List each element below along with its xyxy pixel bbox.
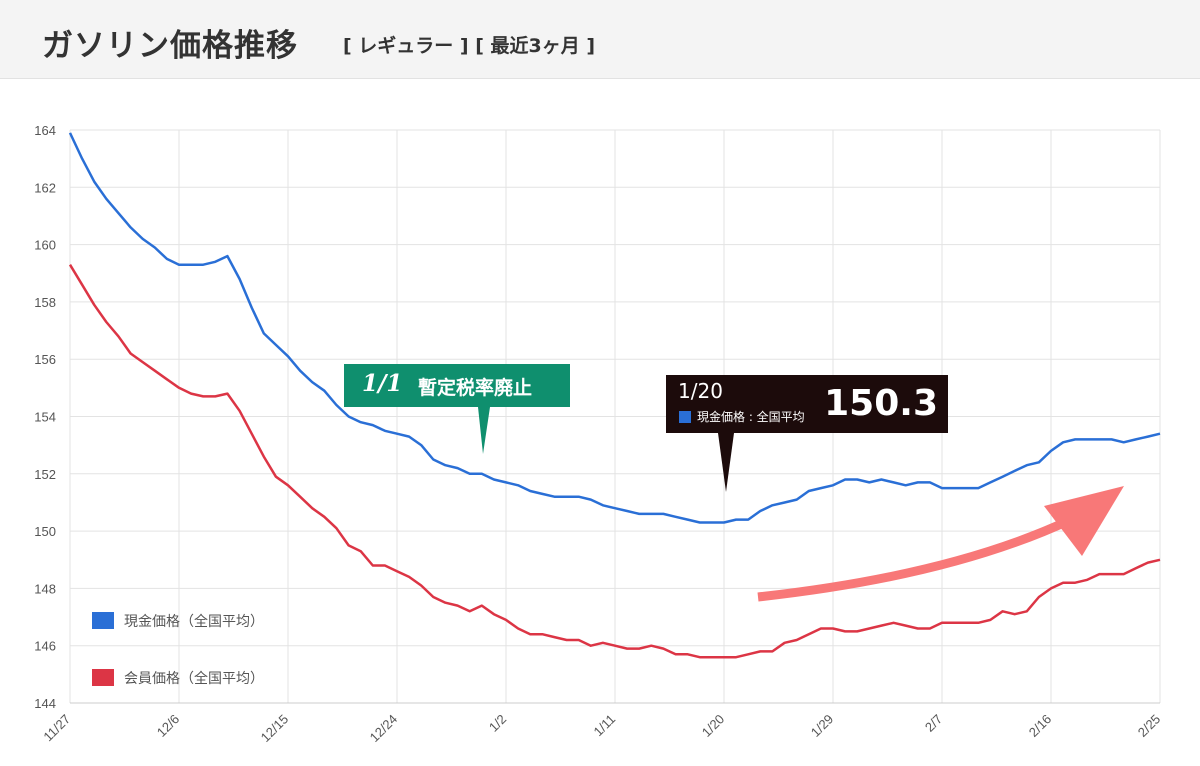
x-tick-label-2/25: 2/25 (1135, 711, 1164, 740)
callout-pointers (478, 407, 734, 492)
x-tick-label-1/11: 1/11 (590, 711, 618, 739)
legend: 現金価格（全国平均） 会員価格（全国平均） (92, 612, 264, 687)
y-tick-label-158: 158 (34, 295, 56, 310)
series-line-0 (68, 132, 1161, 524)
trend-arrow-head (1044, 486, 1124, 556)
y-tick-label-162: 162 (34, 180, 56, 195)
page-title: ガソリン価格推移 (42, 28, 298, 64)
legend-swatch-0 (92, 612, 114, 629)
y-tick-label-148: 148 (34, 581, 56, 596)
tooltip-pointer (718, 433, 734, 492)
tooltip-series-swatch (679, 411, 691, 423)
trend-arrow-icon (757, 486, 1124, 602)
legend-label-1: 会員価格（全国平均） (124, 670, 264, 687)
tooltip-value: 150.3 (824, 383, 938, 424)
y-tick-label-146: 146 (34, 639, 56, 654)
annotation-pointer (478, 407, 490, 454)
legend-swatch-1 (92, 669, 114, 686)
y-tick-label-154: 154 (34, 410, 56, 425)
tax-abolition-annotation: 1/1 暫定税率廃止 (344, 364, 570, 407)
y-tick-label-152: 152 (34, 467, 56, 482)
x-tick-label-12/24: 12/24 (367, 711, 401, 745)
series-lines (68, 132, 1161, 659)
x-tick-label-1/20: 1/20 (699, 711, 728, 740)
x-tick-label-12/6: 12/6 (154, 711, 183, 740)
x-axis-labels: 11/27 12/6 12/15 12/24 1/2 1/11 1/20 1/29 2/7 2/1… (40, 711, 1163, 745)
x-tick-label-1/29: 1/29 (808, 711, 837, 740)
x-tick-label-2/16: 2/16 (1026, 711, 1055, 740)
y-tick-label-164: 164 (34, 123, 56, 138)
series-line-1 (68, 264, 1161, 659)
tooltip-date: 1/20 (678, 379, 723, 403)
tooltip-series-name: 現金価格 : 全国平均 (697, 410, 805, 424)
annotation-date: 1/1 (362, 370, 403, 397)
chart-header: ガソリン価格推移 [ レギュラー ] [ 最近3ヶ月 ] (0, 0, 1200, 79)
y-tick-label-160: 160 (34, 238, 56, 253)
legend-label-0: 現金価格（全国平均） (124, 613, 264, 630)
hover-tooltip: 1/20 現金価格 : 全国平均 150.3 (666, 375, 948, 433)
trend-arrow-shaft (757, 515, 1072, 602)
x-tick-label-1/2: 1/2 (486, 711, 509, 734)
x-tick-label-11/27: 11/27 (40, 711, 73, 744)
y-tick-label-156: 156 (34, 352, 56, 367)
annotation-text: 暫定税率廃止 (418, 377, 533, 399)
x-tick-label-2/7: 2/7 (922, 711, 945, 734)
chart-grid (69, 129, 1161, 704)
y-axis-labels: 144 146 148 150 152 154 156 158 160 162 164 (34, 123, 56, 711)
y-tick-label-144: 144 (34, 696, 56, 711)
chart-subtitle: [ レギュラー ] [ 最近3ヶ月 ] (343, 35, 596, 57)
x-tick-label-12/15: 12/15 (258, 711, 292, 745)
y-tick-label-150: 150 (34, 524, 56, 539)
